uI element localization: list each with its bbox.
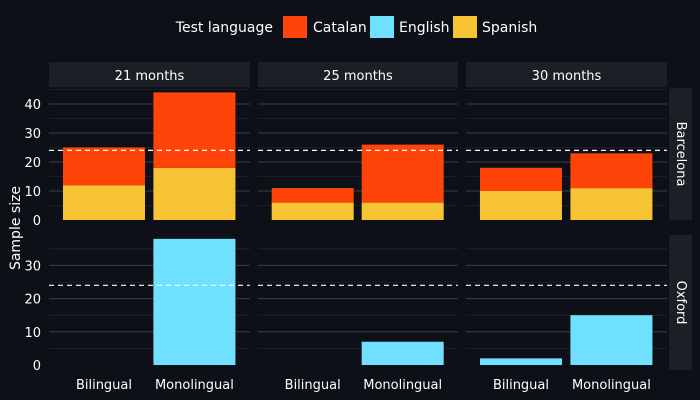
y-tick-label-oxford-10: 10 [24, 326, 41, 341]
y-tick-label-barcelona-40: 40 [24, 98, 41, 113]
strip-column-30-months [466, 62, 667, 87]
y-tick-label-oxford-20: 20 [24, 293, 41, 308]
bar-barcelona-25-months-bilingual-spanish [271, 202, 354, 220]
y-tick-label-barcelona-10: 10 [24, 185, 41, 200]
bar-barcelona-30-months-bilingual-spanish [479, 191, 562, 220]
y-tick-label-barcelona-0: 0 [33, 214, 41, 229]
y-tick-label-barcelona-30: 30 [24, 127, 41, 142]
bar-barcelona-25-months-monolingual-catalan [361, 144, 444, 203]
x-tick-label-1-monolingual: Monolingual [363, 378, 442, 393]
bar-barcelona-21-months-bilingual-spanish [62, 185, 145, 220]
x-tick-label-2-bilingual: Bilingual [493, 378, 549, 393]
strip-row-oxford [669, 235, 692, 370]
bar-barcelona-21-months-bilingual-catalan [62, 147, 145, 186]
y-tick-label-oxford-30: 30 [24, 259, 41, 274]
legend: Test language Catalan English Spanish [175, 16, 537, 38]
legend-label-catalan: Catalan [313, 20, 367, 36]
facet-panels: 21 months 25 months 30 months Barcelona Oxfo… [24, 62, 692, 393]
bar-barcelona-25-months-bilingual-catalan [271, 188, 354, 203]
strip-label-oxford: Oxford [673, 281, 688, 325]
bar-oxford-25-months-monolingual-english [361, 341, 444, 365]
legend-label-spanish: Spanish [482, 20, 537, 36]
x-tick-label-2-monolingual: Monolingual [572, 378, 651, 393]
x-tick-label-0-monolingual: Monolingual [155, 378, 234, 393]
legend-swatch-spanish [453, 16, 477, 38]
y-tick-label-oxford-0: 0 [33, 359, 41, 374]
strip-label-barcelona: Barcelona [673, 122, 688, 187]
legend-title: Test language [175, 20, 273, 36]
strip-row-barcelona [669, 88, 692, 220]
bar-barcelona-30-months-bilingual-catalan [479, 167, 562, 191]
legend-swatch-catalan [283, 16, 307, 38]
y-axis-label: Sample size [8, 186, 24, 270]
bar-barcelona-25-months-monolingual-spanish [361, 202, 444, 220]
strip-label-21-months: 21 months [115, 69, 185, 84]
bar-oxford-30-months-monolingual-english [570, 315, 653, 365]
bar-barcelona-30-months-monolingual-spanish [570, 188, 653, 220]
y-tick-label-barcelona-20: 20 [24, 156, 41, 171]
strip-label-30-months: 30 months [532, 69, 602, 84]
strip-column-25-months [258, 62, 458, 87]
bar-barcelona-21-months-monolingual-catalan [153, 92, 236, 168]
bar-oxford-30-months-bilingual-english [479, 358, 562, 365]
x-tick-label-0-bilingual: Bilingual [76, 378, 132, 393]
legend-swatch-english [370, 16, 394, 38]
strip-column-21-months [49, 62, 250, 87]
bar-barcelona-21-months-monolingual-spanish [153, 167, 236, 220]
strip-label-25-months: 25 months [323, 69, 393, 84]
bar-oxford-21-months-monolingual-english [153, 238, 236, 365]
legend-label-english: English [399, 20, 450, 36]
x-tick-label-1-bilingual: Bilingual [285, 378, 341, 393]
bar-barcelona-30-months-monolingual-catalan [570, 153, 653, 189]
